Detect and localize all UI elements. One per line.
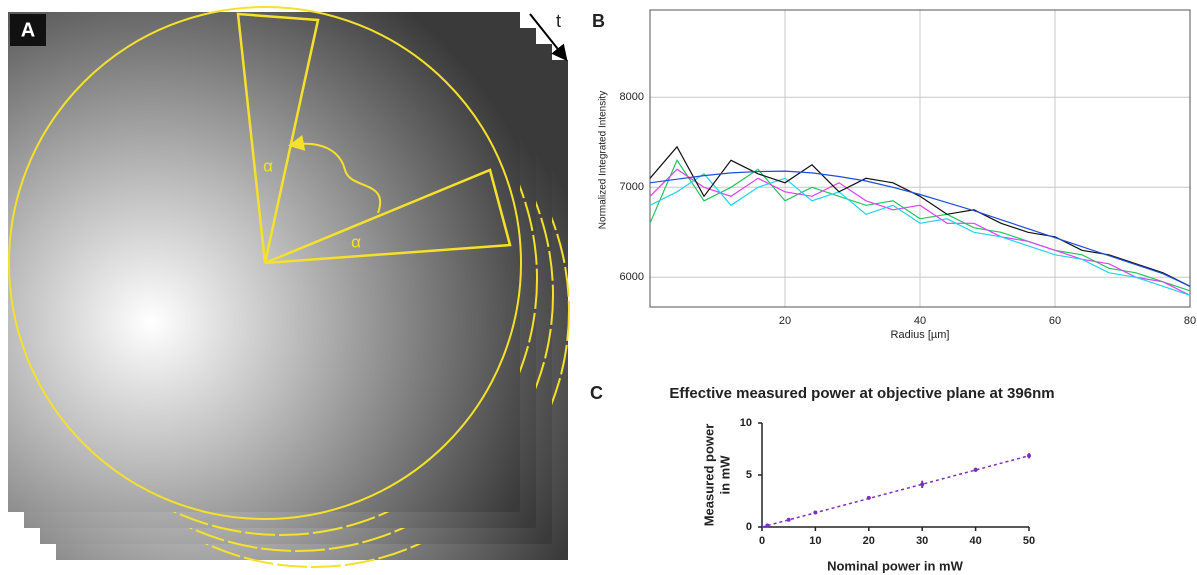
frame [8, 6, 522, 520]
y-axis-label: in mW [717, 455, 732, 495]
series-line [649, 170, 1191, 287]
point [866, 495, 871, 500]
angle-label: α [351, 232, 361, 251]
series-line [649, 159, 1191, 292]
y-tick-label: 0 [746, 521, 752, 533]
y-tick-label: 7000 [620, 181, 644, 193]
point [765, 523, 770, 528]
x-tick-label: 50 [1023, 535, 1035, 547]
x-tick-label: 20 [863, 535, 875, 547]
plot-frame [649, 9, 1191, 308]
time-label: t [556, 11, 561, 31]
chart-title: Effective measured power at objective pl… [669, 385, 1054, 402]
y-tick-label: 10 [740, 417, 752, 429]
x-axis-label: Nominal power in mW [827, 558, 964, 573]
y-axis-label: Normalized Integrated Intensity [598, 91, 609, 229]
y-axis-label: Measured power [701, 424, 716, 527]
point [973, 467, 978, 472]
x-tick-label: 60 [1049, 315, 1061, 327]
image-stack [8, 6, 570, 568]
fit-line [761, 455, 1030, 528]
y-tick-label: 5 [746, 469, 752, 481]
point [786, 517, 791, 522]
point [1027, 453, 1031, 458]
time-arrow [529, 13, 568, 62]
panel-label: B [592, 11, 605, 31]
series-line [649, 168, 1191, 296]
x-tick-label: 20 [779, 315, 791, 327]
y-tick-label: 8000 [620, 91, 644, 103]
point [813, 510, 818, 515]
axes [761, 423, 1029, 528]
x-axis-label: Radius [µm] [891, 329, 950, 341]
x-tick-label: 40 [969, 535, 981, 547]
x-tick-label: 30 [916, 535, 928, 547]
panel-label: A [21, 19, 35, 41]
angle-label: α [263, 156, 273, 175]
x-tick-label: 0 [759, 535, 765, 547]
y-tick-label: 6000 [620, 271, 644, 283]
x-tick-label: 80 [1184, 315, 1196, 327]
panel-label-box [10, 14, 46, 46]
point [920, 482, 925, 487]
x-tick-label: 40 [914, 315, 926, 327]
series-line [649, 173, 1191, 296]
x-tick-label: 10 [809, 535, 821, 547]
charts: B 20 40 60 80 6000 7000 8000 Radius [µm] Normaliz… [590, 9, 1196, 573]
panel-label: C [590, 383, 603, 403]
